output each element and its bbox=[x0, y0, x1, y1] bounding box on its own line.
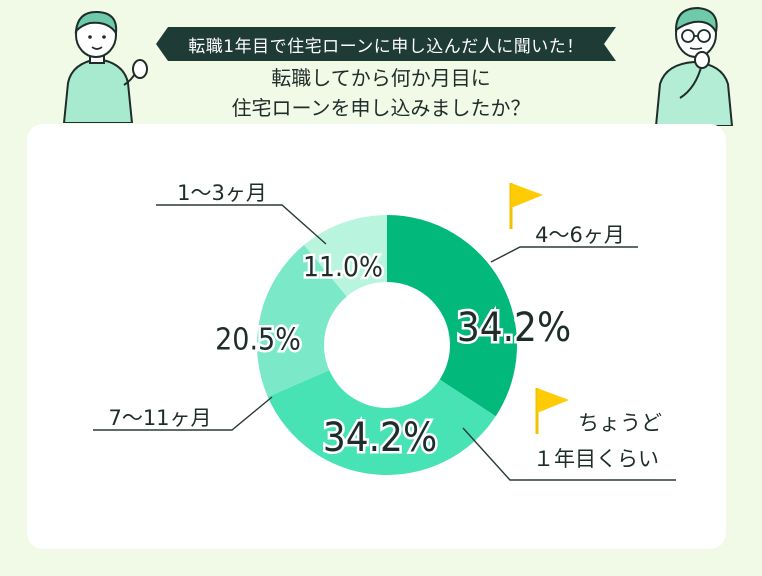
left-character-illustration bbox=[62, 10, 148, 123]
title-banner: 転職1年目で住宅ローンに申し込んだ人に聞いた！ bbox=[156, 27, 616, 61]
value-label-1: 34.2% bbox=[457, 305, 571, 351]
value-label-2: 34.2% bbox=[323, 415, 437, 461]
question-line-2: 住宅ローンを申し込みましたか？ bbox=[231, 96, 531, 120]
donut-slice-2 bbox=[267, 370, 496, 475]
category-label-4: 1〜3ヶ月 bbox=[177, 181, 267, 205]
annotation-line-1: ちょうど bbox=[578, 411, 662, 435]
flag-icon bbox=[535, 388, 569, 434]
leader-line-1 bbox=[490, 246, 638, 263]
chart-card bbox=[27, 124, 726, 549]
category-label-3: 7〜11ヶ月 bbox=[108, 406, 211, 430]
annotation-line-2: １年目くらい bbox=[533, 447, 659, 471]
category-label-1: 4〜6ヶ月 bbox=[535, 223, 625, 247]
leader-line-2 bbox=[462, 427, 676, 481]
right-character-illustration bbox=[654, 6, 734, 126]
leader-line-3 bbox=[93, 396, 273, 431]
donut-slice-3 bbox=[257, 244, 347, 397]
value-label-3: 20.5% bbox=[215, 323, 301, 358]
value-label-4: 11.0% bbox=[303, 250, 383, 283]
donut-slice-1 bbox=[387, 215, 517, 417]
donut-slice-4 bbox=[304, 215, 387, 297]
question-line-1: 転職してから何か月目に bbox=[271, 66, 491, 90]
leader-line-4 bbox=[156, 204, 327, 245]
flag-icon bbox=[509, 183, 543, 229]
